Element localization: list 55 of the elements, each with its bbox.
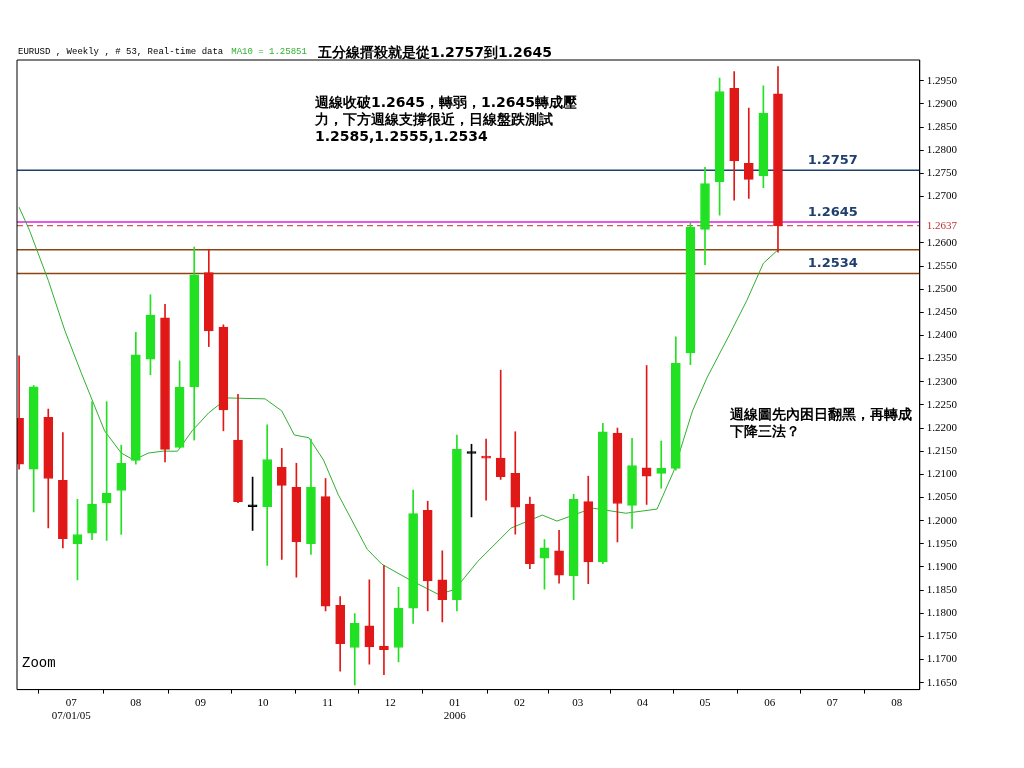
y-tick-label: 1.2100 bbox=[926, 467, 958, 480]
ref-line-label: 1.2757 bbox=[807, 152, 858, 168]
x-tick-label: 01 2006 bbox=[443, 696, 467, 722]
y-tick-label: 1.2700 bbox=[926, 189, 958, 202]
y-tick-label: 1.1700 bbox=[926, 652, 958, 665]
y-tick-label: 1.2150 bbox=[926, 444, 958, 457]
y-tick-label: 1.2850 bbox=[926, 120, 958, 133]
x-tick-label: 12 bbox=[384, 696, 396, 709]
x-tick-label: 07 07/01/05 bbox=[51, 696, 92, 722]
y-tick-label: 1.2500 bbox=[926, 282, 958, 295]
y-tick-label: 1.1950 bbox=[926, 536, 958, 549]
annotation: 五分線搢殺就是從1.2757到1.2645 bbox=[318, 44, 554, 62]
text: MA10 = 1.25851 bbox=[231, 47, 307, 57]
candlestick bbox=[495, 369, 506, 480]
x-tick-label: 06 bbox=[764, 696, 776, 709]
y-tick-label: 1.2900 bbox=[926, 96, 958, 109]
y-tick-label: 1.2950 bbox=[926, 73, 958, 86]
x-tick-label: 08 bbox=[130, 696, 142, 709]
x-tick-label: 11 bbox=[322, 696, 333, 709]
x-tick-label: 07 bbox=[826, 696, 839, 709]
x-tick-label: 05 bbox=[699, 696, 712, 709]
y-tick-label: 1.2350 bbox=[926, 351, 958, 364]
y-tick-label: 1.1650 bbox=[926, 675, 958, 688]
candlestick bbox=[276, 448, 287, 560]
y-tick-label: 1.2750 bbox=[926, 166, 958, 179]
annotation: Zoom bbox=[22, 655, 57, 671]
x-tick-label: 08 bbox=[891, 696, 903, 709]
ref-line-label: 1.2534 bbox=[807, 255, 858, 271]
annotation: 週線收破1.2645，轉弱，1.2645轉成壓力，下方週線支撐很近，日線盤跌測試1.2585,1.2555,1.2534 bbox=[315, 94, 579, 145]
y-tick-label: 1.2550 bbox=[926, 258, 958, 271]
y-tick-label: 1.2000 bbox=[926, 513, 958, 526]
y-tick-label: 1.2200 bbox=[926, 420, 958, 433]
candlestick bbox=[87, 401, 97, 540]
y-tick-label: 1.2450 bbox=[926, 305, 958, 318]
ref-line-label: 1.2645 bbox=[807, 203, 858, 219]
ref-line-label: 1.2637 bbox=[926, 218, 958, 231]
x-tick-label: 09 bbox=[194, 696, 207, 709]
y-tick-label: 1.1750 bbox=[926, 629, 958, 642]
x-tick-label: 03 bbox=[572, 696, 584, 709]
x-tick-label: 04 bbox=[636, 696, 649, 709]
y-tick-label: 1.2250 bbox=[926, 397, 958, 410]
candlestick bbox=[656, 440, 667, 489]
y-tick-label: 1.1800 bbox=[926, 606, 958, 619]
y-tick-label: 1.2300 bbox=[926, 374, 958, 387]
y-tick-label: 1.2400 bbox=[926, 328, 958, 341]
y-tick-label: 1.1900 bbox=[926, 559, 958, 572]
x-tick-label: 10 bbox=[257, 696, 270, 709]
y-tick-label: 1.1850 bbox=[926, 582, 958, 595]
x-tick-label: 02 bbox=[513, 696, 525, 709]
chart-title: EURUSD , Weekly , # 53, Real-time data bbox=[18, 47, 224, 57]
annotation: 週線圖先內困日翻黑，再轉成下降三法？ bbox=[730, 406, 913, 440]
y-tick-label: 1.2050 bbox=[926, 490, 958, 503]
y-tick-label: 1.2800 bbox=[926, 143, 958, 156]
y-tick-label: 1.2600 bbox=[926, 235, 958, 248]
candlestick bbox=[743, 107, 754, 199]
